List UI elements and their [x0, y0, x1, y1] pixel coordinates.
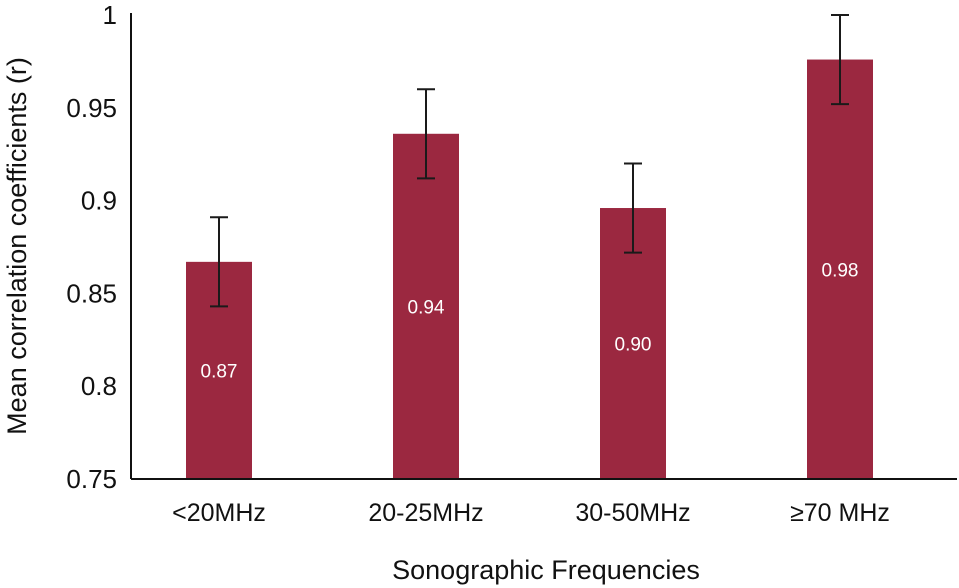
y-tick-label: 0.9 [81, 186, 117, 216]
y-tick-label: 0.8 [81, 371, 117, 401]
x-category-label: ≥70 MHz [790, 499, 890, 527]
x-axis-title: Sonographic Frequencies [392, 555, 700, 585]
data-label: 0.87 [201, 361, 238, 382]
bars [186, 59, 873, 480]
y-tick-label: 0.85 [66, 278, 117, 308]
x-category-label: 20-25MHz [368, 499, 483, 527]
data-label: 0.98 [822, 260, 859, 281]
data-label: 0.94 [408, 297, 445, 318]
bar [393, 133, 459, 479]
x-category-label: 30-50MHz [575, 499, 690, 527]
x-category-labels: <20MHz 20-25MHz 30-50MHz ≥70 MHz [172, 499, 890, 527]
error-bars [210, 14, 849, 308]
y-axis-title: Mean correlation coefficients (r) [2, 57, 32, 435]
data-label: 0.90 [615, 335, 652, 356]
x-category-label: <20MHz [172, 499, 266, 527]
y-tick-label: 0.95 [66, 93, 117, 123]
y-tick-label: 1 [103, 0, 117, 30]
bar [807, 59, 873, 479]
y-tick-label: 0.75 [66, 464, 117, 494]
data-labels: 0.87 0.94 0.90 0.98 [201, 260, 859, 382]
y-tick-labels: 0.75 0.8 0.85 0.9 0.95 1 [66, 0, 117, 494]
